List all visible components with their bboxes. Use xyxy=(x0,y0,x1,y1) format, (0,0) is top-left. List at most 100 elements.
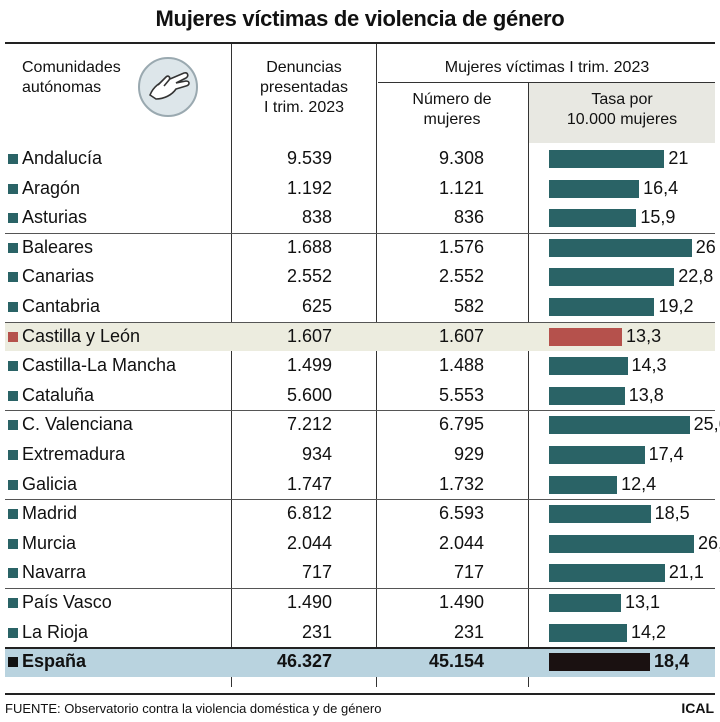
row-name: Galicia xyxy=(22,473,78,494)
tasa-label: 13,1 xyxy=(624,591,660,612)
row-denuncias: 625 xyxy=(301,295,332,316)
column-divider-2 xyxy=(376,44,377,687)
tasa-label: 14,3 xyxy=(631,355,667,376)
row-denuncias: 1.747 xyxy=(286,473,332,494)
row-marker-icon xyxy=(8,449,18,460)
row-mujeres: 1.576 xyxy=(438,236,484,257)
tasa-label: 15,9 xyxy=(640,207,676,228)
row-denuncias: 2.044 xyxy=(286,532,332,553)
tasa-bar xyxy=(549,623,627,642)
header-denuncias-line2: presentadas xyxy=(259,79,349,96)
tasa-bar xyxy=(549,386,625,405)
column-divider-3 xyxy=(528,83,529,687)
group-separator xyxy=(5,647,715,650)
total-row: España 46.327 45.154 18,4 xyxy=(5,647,715,677)
row-denuncias: 934 xyxy=(301,443,332,464)
credit-label: ICAL xyxy=(681,700,714,716)
tasa-bar xyxy=(549,179,640,198)
tasa-bar xyxy=(549,150,665,168)
table-row: Madrid 6.812 6.593 18,5 xyxy=(5,499,715,529)
tasa-label: 13,8 xyxy=(628,384,664,405)
header-comunidades-line2: autónomas xyxy=(22,79,102,96)
row-name: Murcia xyxy=(22,532,77,553)
row-marker-icon xyxy=(8,568,18,579)
row-name: Cantabria xyxy=(22,295,101,316)
row-mujeres: 6.795 xyxy=(438,414,484,435)
group-separator xyxy=(5,410,715,412)
table-row: C. Valenciana 7.212 6.795 25,6 xyxy=(5,410,720,440)
table-row: País Vasco 1.490 1.490 13,1 xyxy=(5,588,715,618)
header-numero-mujeres: Número de mujeres xyxy=(378,90,526,130)
row-mujeres: 5.553 xyxy=(438,384,484,405)
row-name: España xyxy=(22,651,87,672)
row-mujeres: 717 xyxy=(453,562,484,583)
row-mujeres: 929 xyxy=(453,443,484,464)
tasa-bar xyxy=(549,564,665,583)
tasa-bar xyxy=(549,238,692,257)
row-marker-icon xyxy=(8,272,18,283)
group-separator xyxy=(5,232,715,234)
row-marker-icon xyxy=(8,657,18,668)
row-marker-icon xyxy=(8,509,18,520)
table-row: Castilla-La Mancha 1.499 1.488 14,3 xyxy=(5,351,715,381)
tasa-bar xyxy=(549,327,623,346)
row-denuncias: 1.688 xyxy=(286,236,332,257)
tasa-label: 16,4 xyxy=(643,177,679,198)
table-row: La Rioja 231 231 14,2 xyxy=(5,618,715,648)
group-separator xyxy=(5,321,715,323)
row-name: Cataluña xyxy=(22,384,95,405)
table-row: Baleares 1.688 1.576 26 xyxy=(5,233,716,263)
table-row: Aragón 1.192 1.121 16,4 xyxy=(5,174,715,204)
row-denuncias: 1.499 xyxy=(286,355,332,376)
header-separator xyxy=(378,82,715,83)
tasa-bar xyxy=(549,297,655,316)
header-numero-line1: Número de xyxy=(412,91,492,108)
row-denuncias: 231 xyxy=(301,621,332,642)
tasa-label: 17,4 xyxy=(648,443,684,464)
table-row: Galicia 1.747 1.732 12,4 xyxy=(5,470,715,500)
header-comunidades-line1: Comunidades xyxy=(22,59,121,76)
tasa-bar xyxy=(549,357,628,376)
row-mujeres: 836 xyxy=(453,207,484,228)
column-divider-1 xyxy=(231,44,232,687)
bottom-rule xyxy=(5,693,715,695)
tasa-bar xyxy=(549,268,675,287)
row-marker-icon xyxy=(8,361,18,372)
group-separator xyxy=(5,588,715,589)
tasa-label: 18,4 xyxy=(654,651,690,672)
table-row: Castilla y León 1.607 1.607 13,3 xyxy=(5,321,715,352)
header-tasa: Tasa por 10.000 mujeres xyxy=(529,90,715,130)
tasa-label: 14,2 xyxy=(630,621,667,642)
row-mujeres: 231 xyxy=(453,621,484,642)
tasa-label: 21,1 xyxy=(668,562,704,583)
top-rule xyxy=(5,42,715,44)
header-numero-line2: mujeres xyxy=(423,111,481,128)
row-mujeres: 1.488 xyxy=(438,355,484,376)
row-denuncias: 717 xyxy=(301,562,332,583)
row-denuncias: 1.607 xyxy=(286,325,332,346)
tasa-label: 25,6 xyxy=(693,414,720,435)
row-mujeres: 1.490 xyxy=(438,591,484,612)
header-denuncias-line1: Denuncias xyxy=(266,59,342,76)
row-marker-icon xyxy=(8,242,18,253)
row-denuncias: 9.539 xyxy=(286,148,332,168)
hands-logo-icon xyxy=(138,57,198,117)
row-denuncias: 2.552 xyxy=(286,266,332,287)
header-tasa-line1: Tasa por xyxy=(591,91,653,108)
row-name: Andalucía xyxy=(22,148,103,168)
source-note: FUENTE: Observatorio contra la violencia… xyxy=(5,701,382,716)
table-row: Murcia 2.044 2.044 26,4 xyxy=(5,529,720,559)
row-mujeres: 6.593 xyxy=(438,503,484,524)
tasa-header-background xyxy=(529,83,715,143)
row-marker-icon xyxy=(8,331,18,342)
tasa-bar xyxy=(549,534,694,553)
table-row: Extremadura 934 929 17,4 xyxy=(5,440,715,470)
row-marker-icon xyxy=(8,538,18,549)
row-name: Canarias xyxy=(22,266,95,287)
row-denuncias: 6.812 xyxy=(286,503,332,524)
row-mujeres: 582 xyxy=(453,295,484,316)
tasa-label: 13,3 xyxy=(626,325,662,346)
row-denuncias: 838 xyxy=(301,207,332,228)
row-name: Baleares xyxy=(22,236,94,257)
tasa-bar xyxy=(549,593,621,612)
